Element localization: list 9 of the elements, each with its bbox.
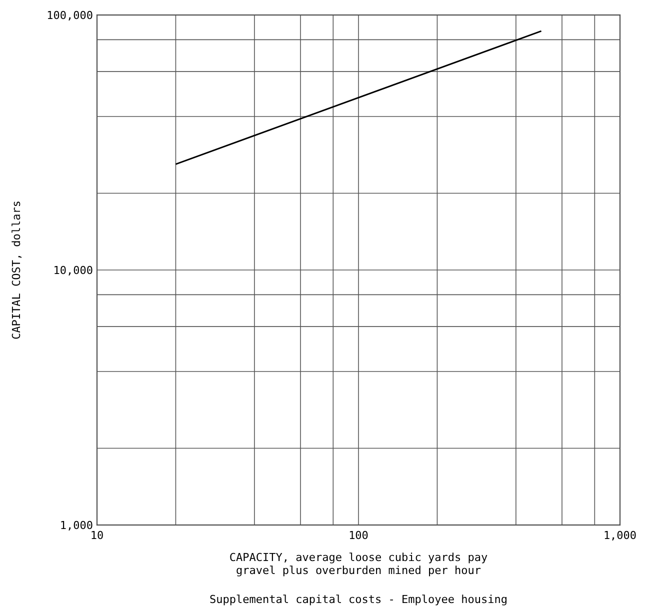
y-tick-label: 10,000 xyxy=(53,264,93,277)
x-tick-label: 10 xyxy=(90,529,104,542)
y-tick-label: 100,000 xyxy=(46,9,93,22)
x-tick-label: 100 xyxy=(348,529,368,542)
y-axis-title: CAPITAL COST, dollars xyxy=(10,200,23,340)
x-tick-label: 1,000 xyxy=(603,529,637,542)
y-tick-label: 1,000 xyxy=(60,519,93,532)
text: Supplemental capital costs - Employee housing xyxy=(209,593,508,606)
x-axis-title: CAPACITY, average loose cubic yards pay gravel plus overburden mined per hour xyxy=(229,551,488,577)
